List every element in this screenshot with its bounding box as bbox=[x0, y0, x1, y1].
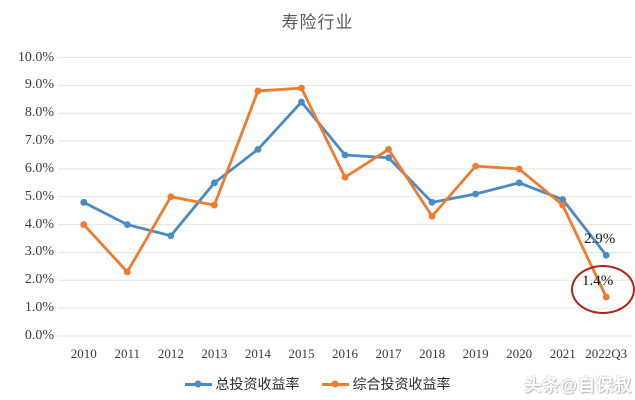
x-axis-tick-label: 2012 bbox=[157, 346, 184, 361]
y-axis-tick-label: 1.0% bbox=[24, 300, 54, 316]
data-point bbox=[298, 98, 305, 106]
data-point bbox=[123, 268, 131, 276]
legend-label-comprehensive: 综合投资收益率 bbox=[352, 378, 451, 393]
data-point bbox=[254, 146, 262, 153]
y-axis-tick-label: 10.0% bbox=[17, 49, 54, 65]
x-axis-tick-label: 2020 bbox=[506, 346, 533, 361]
legend: 总投资收益率 综合投资收益率 bbox=[0, 374, 635, 394]
legend-marker-total bbox=[184, 380, 212, 388]
data-point bbox=[428, 212, 436, 220]
data-point bbox=[254, 87, 262, 95]
data-point bbox=[123, 221, 131, 229]
x-axis-tick-label: 2015 bbox=[288, 346, 315, 361]
data-point bbox=[210, 201, 218, 209]
legend-dot-icon bbox=[194, 380, 202, 388]
y-axis-tick-label: 3.0% bbox=[24, 244, 54, 260]
data-point bbox=[80, 221, 88, 229]
legend-label-total: 总投资收益率 bbox=[215, 378, 300, 393]
data-point bbox=[515, 165, 523, 173]
y-axis-tick-label: 6.0% bbox=[24, 160, 54, 176]
x-axis-tick-label: 2014 bbox=[244, 346, 271, 361]
x-axis-tick-label: 2022Q3 bbox=[585, 346, 628, 361]
data-point bbox=[559, 196, 567, 203]
data-point bbox=[472, 162, 480, 170]
data-label-total-2022q3: 2.9% bbox=[584, 231, 616, 247]
data-point bbox=[167, 193, 175, 201]
x-axis-tick-label: 2010 bbox=[70, 346, 97, 361]
x-axis-tick-label: 2019 bbox=[462, 346, 489, 361]
data-point bbox=[472, 190, 480, 198]
data-point bbox=[341, 151, 349, 159]
y-axis-tick-label: 5.0% bbox=[24, 188, 54, 204]
data-point bbox=[515, 179, 523, 187]
x-axis-tick-label: 2011 bbox=[114, 346, 141, 361]
x-axis-tick-label: 2016 bbox=[332, 346, 358, 361]
data-point bbox=[559, 201, 567, 209]
data-point bbox=[298, 84, 305, 92]
data-point bbox=[385, 154, 392, 162]
data-point bbox=[385, 146, 392, 153]
y-axis-tick-label: 9.0% bbox=[24, 77, 54, 93]
y-axis-tick-label: 0.0% bbox=[24, 328, 54, 343]
x-axis-tick-label: 2021 bbox=[549, 346, 576, 361]
data-point bbox=[602, 251, 610, 259]
data-point bbox=[80, 198, 88, 206]
watermark: 头条@自保叔 bbox=[524, 376, 632, 395]
highlight-ellipse bbox=[571, 265, 635, 314]
legend-dot-icon bbox=[331, 380, 339, 388]
data-point bbox=[428, 198, 436, 206]
legend-marker-comprehensive bbox=[321, 380, 349, 388]
legend-item-comprehensive: 综合投资收益率 bbox=[321, 374, 451, 394]
y-axis-tick-label: 8.0% bbox=[24, 105, 54, 121]
x-axis-tick-label: 2018 bbox=[419, 346, 446, 361]
data-point bbox=[167, 232, 175, 240]
x-axis-tick-label: 2017 bbox=[375, 346, 402, 361]
data-point bbox=[341, 173, 349, 181]
chart-title: 寿险行业 bbox=[281, 13, 354, 32]
legend-item-total: 总投资收益率 bbox=[184, 374, 300, 394]
series-line-comprehensive bbox=[82, 86, 608, 299]
y-axis-tick-label: 7.0% bbox=[24, 133, 54, 149]
y-axis-tick-label: 2.0% bbox=[24, 272, 54, 288]
data-point bbox=[210, 179, 218, 187]
y-axis-tick-label: 4.0% bbox=[24, 216, 54, 232]
x-axis-tick-label: 2013 bbox=[201, 346, 228, 361]
